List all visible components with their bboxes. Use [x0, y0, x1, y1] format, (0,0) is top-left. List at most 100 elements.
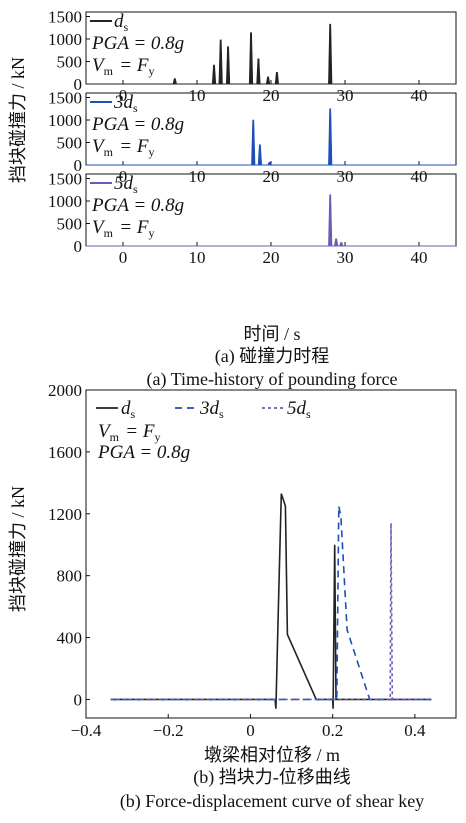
y-tick-label: 1000	[48, 111, 82, 130]
legend-label-sub: s	[131, 407, 136, 421]
y-tick-label: 1500	[48, 8, 82, 27]
legend-label: ds	[114, 11, 130, 34]
x-tick-label: 0	[119, 167, 128, 186]
x-tick-label: 30	[337, 86, 354, 105]
legend-label-sub: s	[133, 101, 138, 115]
x-tick-label: 0.4	[404, 721, 426, 740]
pounding-pulse	[274, 72, 280, 85]
legend-label-sub: s	[124, 20, 129, 34]
legend-label: 5ds	[287, 398, 312, 421]
y-tick-label: 0	[74, 156, 83, 175]
y-tick-label: 0	[74, 690, 83, 709]
x-tick-label: −0.2	[153, 721, 184, 740]
x-tick-label: 40	[411, 167, 428, 186]
annotation-vm: Vm = Fy	[92, 136, 156, 159]
pounding-pulse	[225, 46, 231, 85]
y-tick-label: 1200	[48, 505, 82, 524]
y-tick-label: 500	[57, 134, 83, 153]
legend-label-part: 3d	[199, 398, 220, 419]
caption-b-chinese: (b) 挡块力-位移曲线	[193, 767, 350, 788]
legend-label-part: d	[121, 398, 131, 419]
annotation-vm-sub: y	[154, 430, 160, 444]
y-tick-label: 2000	[48, 381, 82, 400]
caption-a-chinese: (a) 碰撞力时程	[215, 346, 329, 367]
y-tick-label: 800	[57, 567, 83, 586]
x-tick-label: 40	[411, 86, 428, 105]
annotation-vm-rest	[154, 217, 156, 238]
legend-label-part: 3d	[113, 92, 134, 113]
legend-label: 3ds	[113, 92, 139, 115]
annotation-vm-sub: y	[148, 226, 154, 240]
annotation-vm-sub: m	[104, 145, 114, 159]
y-tick-label: 1500	[48, 170, 82, 189]
x-tick-label: 30	[337, 167, 354, 186]
annotation-pga: PGA = 0.8g	[91, 195, 184, 216]
y-tick-label: 1600	[48, 443, 82, 462]
x-tick-label: 10	[189, 167, 206, 186]
pounding-pulse	[339, 242, 344, 247]
annotation-vm: Vm = Fy	[92, 217, 156, 240]
y-tick-label: 1000	[48, 30, 82, 49]
annotation-vm-part: V	[98, 421, 112, 442]
plot-frame	[85, 389, 457, 719]
x-tick-label: 20	[263, 248, 280, 267]
annotation-vm-part: V	[92, 217, 106, 238]
legend-label-sub: s	[306, 407, 311, 421]
x-tick-label: 0	[119, 86, 128, 105]
annotation-pga: PGA = 0.8g	[91, 114, 184, 135]
annotation-pga: PGA = 0.8g	[91, 33, 184, 54]
x-tick-label: 20	[263, 86, 280, 105]
pounding-pulse	[267, 162, 272, 166]
x-tick-label: 40	[411, 248, 428, 267]
legend-label-sub: s	[133, 182, 138, 196]
annotation-vm-sub: y	[148, 145, 154, 159]
legend-label-part: 5d	[114, 173, 134, 194]
series-line	[110, 493, 432, 709]
annotation-pga-part: PGA = 0.8g	[91, 114, 184, 135]
y-tick-label: 0	[74, 75, 83, 94]
annotation-vm-part: = F	[115, 217, 149, 238]
panel-b-ylabel: 挡块碰撞力 / kN	[8, 486, 28, 612]
x-tick-label: 10	[189, 86, 206, 105]
legend-label: ds	[121, 398, 137, 421]
annotation-vm-rest	[154, 136, 156, 157]
x-tick-label: 0	[246, 721, 255, 740]
pounding-pulse	[328, 194, 333, 247]
legend-label-rest	[128, 11, 130, 32]
annotation-vm-sub: m	[104, 64, 114, 78]
pounding-pulse	[172, 78, 177, 85]
pounding-pulse	[265, 76, 271, 85]
panel-a-xlabel: 时间 / s	[243, 324, 300, 344]
legend-label-part: 5d	[287, 398, 307, 419]
legend-label-rest	[138, 92, 140, 113]
x-tick-label: −0.4	[71, 721, 102, 740]
caption-a-english: (a) Time-history of pounding force	[147, 369, 398, 390]
annotation-vm-sub: m	[104, 226, 114, 240]
annotation-vm-sub: m	[110, 430, 120, 444]
x-tick-label: 0	[119, 248, 128, 267]
annotation-vm-part: V	[92, 136, 106, 157]
annotation-pga: PGA = 0.8g	[97, 442, 190, 463]
pounding-pulse	[328, 108, 333, 166]
annotation-vm-rest	[154, 55, 156, 76]
x-tick-label: 30	[337, 248, 354, 267]
legend-label-part: d	[114, 11, 124, 32]
legend-label-rest	[135, 398, 137, 419]
annotation-vm-part: = F	[121, 421, 155, 442]
panel-a-ylabel: 挡块碰撞力 / kN	[8, 57, 28, 183]
annotation-pga-part: PGA = 0.8g	[91, 33, 184, 54]
legend-label-rest	[311, 398, 313, 419]
pounding-pulse	[218, 39, 223, 85]
pounding-pulse	[257, 144, 263, 166]
annotation-pga-part: PGA = 0.8g	[91, 195, 184, 216]
annotation-pga-part: PGA = 0.8g	[97, 442, 190, 463]
y-tick-label: 0	[74, 237, 83, 256]
annotation-vm-part: = F	[115, 55, 149, 76]
annotation-vm-sub: y	[148, 64, 154, 78]
y-tick-label: 500	[57, 215, 83, 234]
